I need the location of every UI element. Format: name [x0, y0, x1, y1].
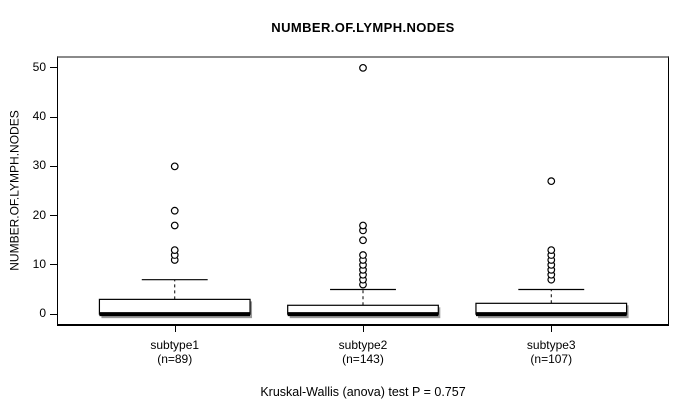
- outlier-point: [359, 236, 367, 245]
- outlier-point: [170, 246, 179, 255]
- x-tick-mark: [363, 326, 364, 332]
- y-tick-label: 0: [39, 306, 46, 321]
- category-count-label: (n=143): [342, 352, 384, 366]
- y-tick-mark: [50, 165, 57, 167]
- stat-test-caption: Kruskal-Wallis (anova) test P = 0.757: [260, 385, 466, 399]
- outlier-point: [359, 221, 367, 230]
- y-tick-mark: [50, 116, 57, 118]
- y-tick-mark: [50, 313, 57, 315]
- outlier-point: [547, 177, 556, 186]
- outlier-point: [359, 251, 367, 259]
- outlier-point: [170, 221, 179, 230]
- outlier-point: [359, 63, 367, 72]
- outlier-point: [170, 206, 179, 215]
- y-tick-label: 10: [32, 256, 46, 271]
- plot-area: [57, 56, 669, 326]
- outlier-point: [547, 246, 556, 255]
- x-tick-mark: [551, 326, 553, 332]
- chart-title: NUMBER.OF.LYMPH.NODES: [271, 20, 455, 35]
- category-label: subtype2: [338, 338, 388, 352]
- y-tick-mark: [50, 264, 57, 266]
- y-tick-label: 50: [32, 59, 46, 74]
- box-iqr: [98, 298, 251, 315]
- boxplot-canvas: [98, 63, 629, 319]
- y-tick-label: 20: [32, 207, 46, 222]
- category-label: subtype1: [150, 338, 200, 352]
- x-tick-mark: [174, 326, 176, 332]
- y-tick-mark: [50, 67, 57, 69]
- y-tick-label: 30: [32, 158, 46, 173]
- y-tick-label: 40: [32, 109, 46, 124]
- y-axis-title: NUMBER.OF.LYMPH.NODES: [7, 110, 22, 271]
- category-label: subtype3: [526, 338, 576, 352]
- outlier-point: [170, 162, 179, 171]
- category-count-label: (n=107): [530, 352, 573, 366]
- y-tick-mark: [50, 215, 57, 217]
- category-count-label: (n=89): [157, 352, 193, 366]
